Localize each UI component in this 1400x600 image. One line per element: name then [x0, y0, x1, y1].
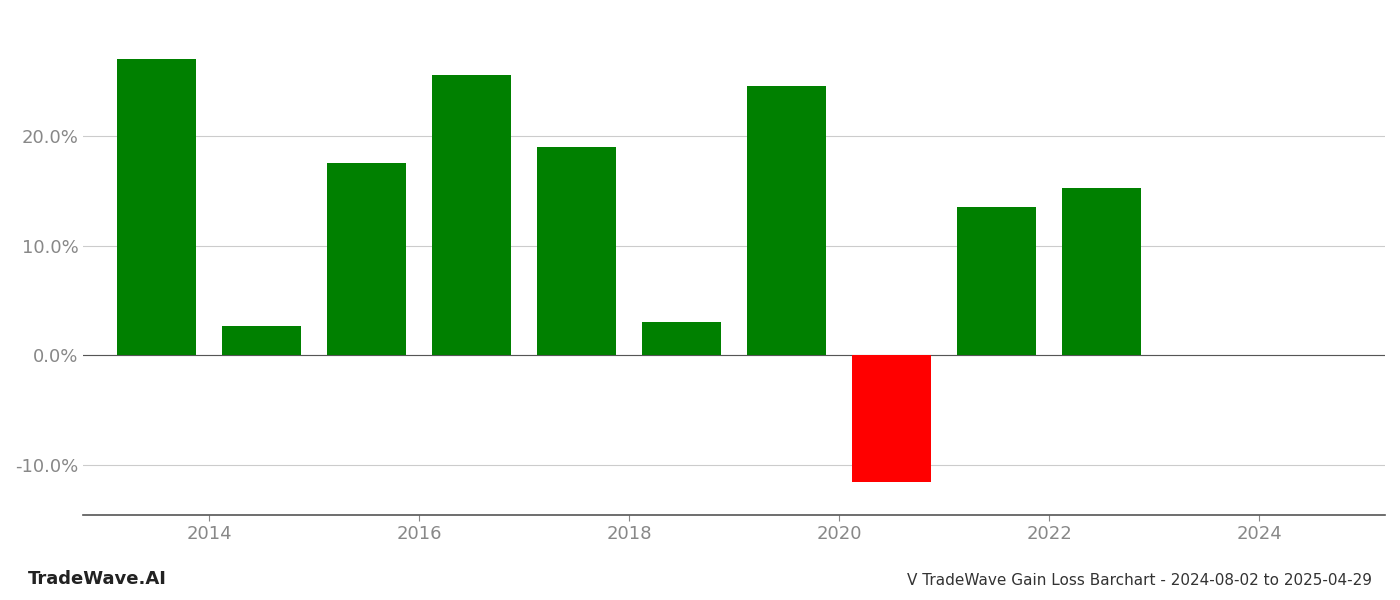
Bar [643, 322, 721, 355]
Bar [328, 163, 406, 355]
Bar [748, 86, 826, 355]
Bar [853, 355, 931, 482]
Text: V TradeWave Gain Loss Barchart - 2024-08-02 to 2025-04-29: V TradeWave Gain Loss Barchart - 2024-08… [907, 573, 1372, 588]
Text: TradeWave.AI: TradeWave.AI [28, 570, 167, 588]
Bar [433, 76, 511, 355]
Bar [958, 207, 1036, 355]
Bar [538, 147, 616, 355]
Bar [1063, 188, 1141, 355]
Bar [223, 326, 301, 355]
Bar [118, 59, 196, 355]
